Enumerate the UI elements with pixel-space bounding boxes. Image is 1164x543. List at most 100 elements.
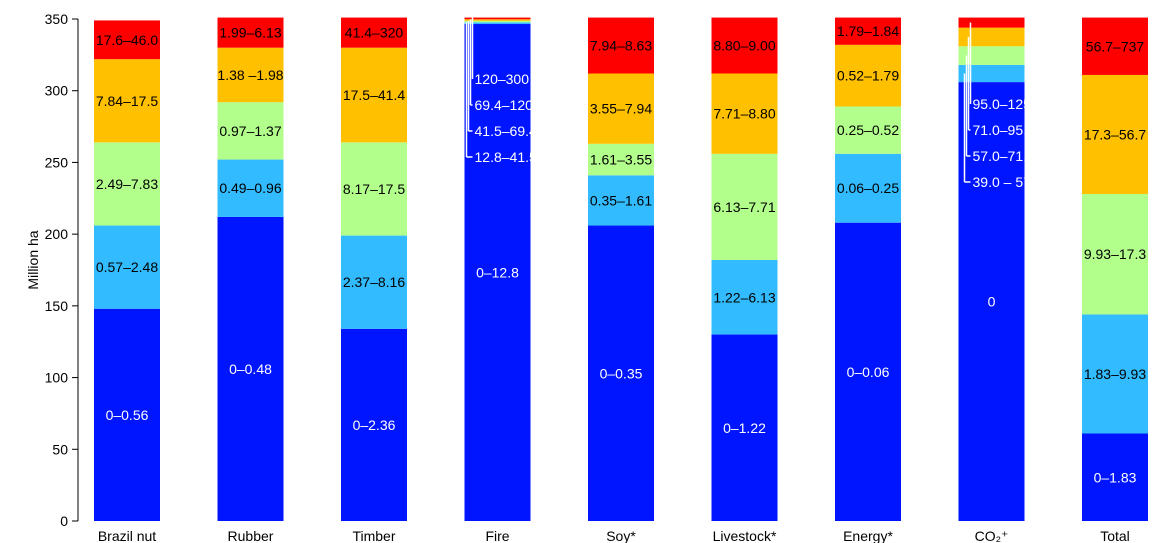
segment-label: 0–0.48 <box>229 361 272 377</box>
segment-label: 95.0–125 <box>973 96 1032 112</box>
bar-segment <box>341 47 407 143</box>
segment-label: 17.3–56.7 <box>1084 126 1146 142</box>
segment-label: 1.22–6.13 <box>713 289 775 305</box>
bar-segment <box>94 308 160 521</box>
segment-label: 41.5–69.4 <box>475 123 537 139</box>
segment-label: 0.97–1.37 <box>219 123 281 139</box>
bar-segment <box>958 17 1025 28</box>
bar-stack: 0–2.36 2.37–8.16 8.17–17.5 17.5–41.4 41.4–32… <box>341 17 407 521</box>
bar-segment <box>588 17 654 74</box>
bar-segment <box>835 106 901 154</box>
segment-label: 0–2.36 <box>353 417 396 433</box>
bar-segment <box>94 142 160 226</box>
segment-label: 0.52–1.79 <box>837 68 899 84</box>
segment-label: 2.49–7.83 <box>96 176 158 192</box>
segment-label: 1.61–3.55 <box>590 152 652 168</box>
bar-segment <box>94 59 160 143</box>
bar-stack: 0–0.35 0.35–1.61 1.61–3.55 3.55–7.94 7.94–8.… <box>588 17 654 521</box>
bar-stack: 0–1.83 1.83–9.93 9.93–17.3 17.3–56.7 56.7–73… <box>1082 17 1148 521</box>
bar-segment <box>1082 433 1148 521</box>
bar-segment <box>835 222 901 521</box>
y-tick-label: 50 <box>52 441 68 457</box>
bar-segment <box>958 64 1025 83</box>
segment-label: 0.06–0.25 <box>837 180 899 196</box>
bar-segment <box>1082 74 1148 194</box>
bar-segment <box>1082 193 1148 315</box>
bar-segment <box>835 17 901 45</box>
bar-stack: 0 39.0 – 57.0 57.0–71.0 71.0–95.0 95.0–125 <box>958 17 1043 521</box>
y-axis: 0 50 100 150 200 250 300 350 <box>45 11 79 529</box>
x-tick-label: Brazil nut <box>98 528 156 543</box>
segment-label: 9.93–17.3 <box>1084 246 1146 262</box>
bar-segment <box>464 22 531 25</box>
x-tick-label: Timber <box>352 528 395 543</box>
y-tick-label: 200 <box>45 226 69 242</box>
y-tick-label: 300 <box>45 83 69 99</box>
segment-label: 71.0–95.0 <box>973 122 1035 138</box>
bar-segment <box>711 153 778 260</box>
bar-segment <box>341 142 407 236</box>
bar-segment <box>711 17 778 74</box>
bar-segment <box>711 73 778 154</box>
segment-label: 120–300 <box>475 71 530 87</box>
x-axis-labels: Brazil nut Rubber Timber Fire Soy* Livestock*… <box>98 528 1130 543</box>
segment-label: 0–12.8 <box>476 265 519 281</box>
bar-segment <box>588 225 654 521</box>
bar-segment <box>341 235 407 329</box>
x-tick-label: Rubber <box>228 528 274 543</box>
segment-label: 7.84–17.5 <box>96 93 158 109</box>
segment-label: 17.5–41.4 <box>343 87 405 103</box>
y-tick-label: 250 <box>45 154 69 170</box>
bar-segment <box>94 20 160 60</box>
segment-label: 1.38 –1.98 <box>217 67 283 83</box>
bar-segment <box>835 44 901 107</box>
bar-segment <box>588 73 654 144</box>
segment-label: 7.71–8.80 <box>713 106 775 122</box>
segment-label: 8.80–9.00 <box>713 38 775 54</box>
y-tick-label: 150 <box>45 298 69 314</box>
bar-segment <box>711 259 778 335</box>
segment-label: 0–0.06 <box>847 364 890 380</box>
segment-label: 0–0.35 <box>600 365 643 381</box>
bar-stack: 0–0.56 0.57–2.48 2.49–7.83 7.84–17.5 17.6–46… <box>94 20 160 521</box>
x-tick-label: CO₂⁺ <box>975 528 1009 543</box>
x-tick-label: Soy* <box>606 528 636 543</box>
bar-segment <box>217 47 284 103</box>
bar-stack: 0–12.8 12.8–41.5 41.5–69.4 69.4–120 120–300 <box>464 17 537 522</box>
x-tick-label: Fire <box>485 528 509 543</box>
segment-label: 3.55–7.94 <box>590 101 652 117</box>
segment-label: 0–0.56 <box>106 407 149 423</box>
bar-segment <box>1082 17 1148 75</box>
bar-segment <box>217 159 284 217</box>
bar-segment <box>588 175 654 226</box>
bar-segment <box>588 143 654 176</box>
segment-label: 7.94–8.63 <box>590 38 652 54</box>
segment-label: 1.99–6.13 <box>219 25 281 41</box>
segment-label: 1.79–1.84 <box>837 23 899 39</box>
x-tick-label: Energy* <box>843 528 893 543</box>
segment-label: 8.17–17.5 <box>343 181 405 197</box>
bar-segment <box>341 17 407 48</box>
bar-segment <box>464 20 531 23</box>
x-tick-label: Total <box>1100 528 1130 543</box>
bar-segment <box>835 153 901 223</box>
segment-label: 0–1.22 <box>723 420 766 436</box>
bar-segment <box>958 27 1025 47</box>
segment-label: 57.0–71.0 <box>973 148 1035 164</box>
segment-label: 6.13–7.71 <box>713 199 775 215</box>
segment-label: 12.8–41.5 <box>475 149 537 165</box>
bar-segment <box>464 17 531 20</box>
segment-label: 56.7–737 <box>1086 38 1145 54</box>
segment-label: 0.25–0.52 <box>837 122 899 138</box>
segment-label: 17.6–46.0 <box>96 32 158 48</box>
bar-segment <box>94 225 160 309</box>
bar-stack: 0–0.48 0.49–0.96 0.97–1.37 1.38 –1.98 1.99–6… <box>217 17 284 521</box>
bar-segment <box>217 216 284 521</box>
bar-segment <box>711 334 778 521</box>
bar-stack: 0–0.06 0.06–0.25 0.25–0.52 0.52–1.79 1.79–1.… <box>835 17 901 521</box>
y-tick-label: 0 <box>60 513 68 529</box>
bar-segment <box>464 19 531 21</box>
segment-label: 0–1.83 <box>1094 469 1137 485</box>
segment-label: 2.37–8.16 <box>343 274 405 290</box>
